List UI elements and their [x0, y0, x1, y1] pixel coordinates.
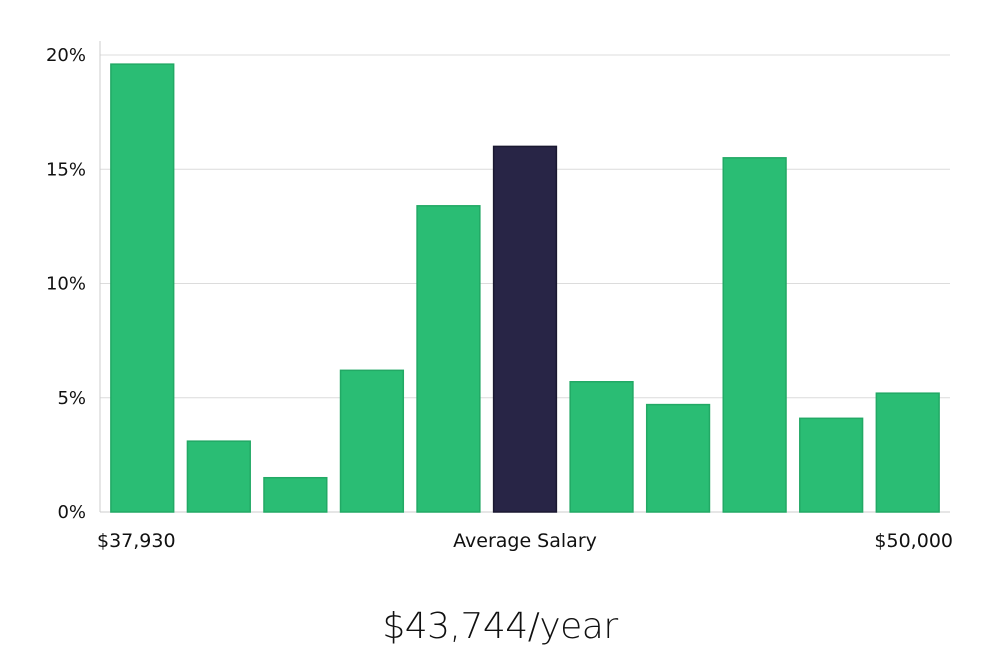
average-salary-headline: $43,744/year — [382, 606, 618, 647]
x-max-label: $50,000 — [874, 530, 953, 552]
bar — [263, 476, 328, 513]
bar — [722, 157, 787, 513]
bar — [186, 440, 251, 513]
y-tick-label: 20% — [46, 45, 86, 66]
salary-distribution-chart: 0% 5% 10% 15% 20% — [46, 41, 950, 523]
bar — [569, 381, 634, 513]
bar — [416, 205, 481, 513]
bar — [645, 403, 711, 513]
x-axis-title: Average Salary — [453, 530, 597, 552]
bars — [110, 63, 940, 513]
bar — [339, 369, 405, 513]
bar — [110, 63, 175, 513]
y-tick-label: 15% — [46, 159, 86, 180]
bar — [875, 392, 940, 513]
y-tick-labels: 0% 5% 10% 15% 20% — [46, 45, 86, 523]
y-tick-label: 5% — [57, 388, 86, 409]
x-min-label: $37,930 — [97, 530, 176, 552]
bar-average — [492, 145, 558, 513]
bar — [799, 417, 864, 513]
y-tick-label: 0% — [57, 502, 86, 523]
y-tick-label: 10% — [46, 274, 86, 295]
